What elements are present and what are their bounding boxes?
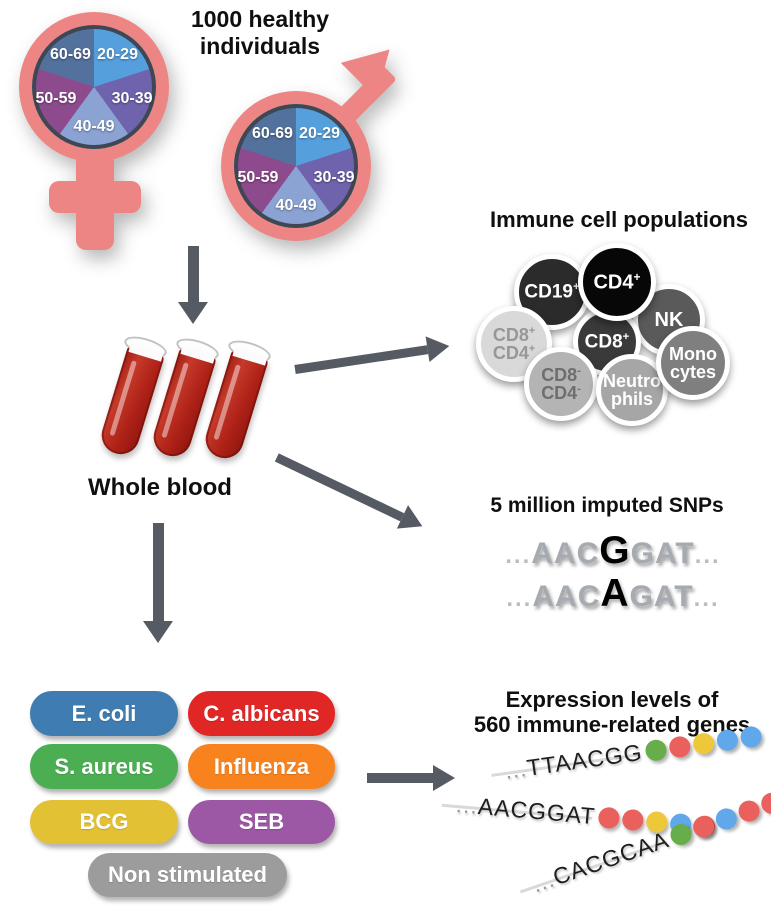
stimulus-label: C. albicans: [203, 700, 320, 726]
expression-dot-red: [621, 808, 645, 832]
arrow-shaft: [187, 246, 199, 302]
snp-variant-base: A: [600, 572, 630, 615]
arrow-head: [425, 333, 452, 363]
arrow-head: [396, 505, 428, 539]
gene-sequence-text: ...AACGGAT: [454, 791, 597, 830]
gene-sequence-text: ...CACGCAA: [528, 826, 673, 898]
age-label-40-49: 40-49: [275, 197, 317, 214]
stimulus-label: BCG: [79, 809, 129, 834]
cell-label: CD8+: [584, 331, 630, 353]
expression-dot-green: [643, 738, 668, 763]
snp-ellipsis: ...: [694, 542, 721, 569]
expression-dot-green: [667, 821, 695, 848]
stimulus-label: SEB: [238, 809, 285, 834]
cell-circle-cd4: CD4+: [578, 243, 656, 321]
snp-bases-after: GAT: [630, 537, 695, 570]
cell-label: CD4+: [593, 269, 641, 294]
tube-neck: [232, 347, 268, 366]
stimulus-pill-non-stimulated: Non stimulated: [88, 853, 287, 897]
stimulus-label: S. aureus: [54, 753, 154, 779]
snp-ellipsis: ...: [693, 585, 720, 612]
cell-label: phils: [610, 389, 653, 409]
female-age-pie: 20-29 30-39 40-49 50-59 60-69: [32, 25, 156, 149]
age-label-30-39: 30-39: [111, 90, 153, 108]
snp-sequence-row-1: ...AACGGAT...: [468, 529, 758, 572]
expression-dot-red: [735, 797, 763, 825]
age-label-60-69: 60-69: [252, 124, 293, 142]
female-symbol-crossbar: [49, 181, 141, 213]
age-label-50-59: 50-59: [237, 169, 279, 187]
snp-bases-before: AAC: [531, 537, 600, 570]
cell-label: CD19+: [524, 281, 580, 303]
stimulus-label: E. coli: [71, 700, 137, 726]
arrow-shaft: [367, 773, 433, 783]
arrow-blood-to-snps: [271, 445, 428, 539]
snp-variant-base: G: [599, 529, 631, 572]
arrow-shaft: [152, 523, 164, 621]
expression-title-line1: Expression levels of: [505, 687, 719, 712]
arrow-head: [178, 302, 208, 324]
expression-dot-red: [690, 813, 717, 841]
tube-neck: [128, 343, 164, 362]
expression-dot-red: [597, 806, 621, 830]
arrow-blood-to-cells: [293, 333, 452, 382]
stimulus-pill-seb: SEB: [188, 800, 335, 844]
age-label-50-59: 50-59: [35, 90, 77, 108]
age-label-30-39: 30-39: [313, 169, 355, 187]
cell-label: Neutro: [603, 370, 661, 391]
cell-label: Mono: [669, 343, 717, 364]
cell-label: CD8+: [492, 324, 536, 345]
expression-dot-yellow: [691, 731, 716, 756]
arrow-head: [433, 765, 455, 791]
cell-label: cytes: [669, 362, 717, 382]
whole-blood-label: Whole blood: [88, 474, 232, 501]
arrow-shaft: [275, 452, 405, 521]
age-label-60-69: 60-69: [50, 45, 91, 63]
snp-sequence-row-2: ...AACAGAT...: [468, 572, 758, 615]
arrow-stimuli-to-expression: [367, 765, 455, 791]
expression-dot-red: [758, 789, 771, 817]
snp-bases-after: GAT: [629, 580, 694, 613]
cell-label: CD4+: [492, 343, 536, 363]
snp-bases-before: AAC: [532, 580, 601, 613]
cell-label: CD4-: [541, 383, 581, 403]
male-age-pie: 20-29 30-39 40-49 50-59 60-69: [234, 104, 358, 228]
expression-dot-blue: [712, 805, 740, 833]
expression-dot-blue: [715, 728, 739, 753]
cell-label: CD8-: [541, 364, 581, 385]
cohort-title: 1000 healthy individuals: [190, 6, 330, 59]
immune-cells-title: Immune cell populations: [490, 207, 748, 232]
expression-dot-red: [667, 735, 692, 759]
female-symbol-stem: [76, 150, 114, 250]
snp-ellipsis: ...: [506, 585, 533, 612]
stimulus-pill-c-albicans: C. albicans: [188, 691, 335, 736]
snp-ellipsis: ...: [505, 542, 532, 569]
snps-title: 5 million imputed SNPs: [490, 494, 724, 517]
arrow-head: [143, 621, 173, 643]
stimulus-pill-s-aureus: S. aureus: [30, 744, 178, 789]
age-label-40-49: 40-49: [73, 118, 115, 135]
stimulus-label: Non stimulated: [108, 862, 267, 887]
stimulus-pill-e-coli: E. coli: [30, 691, 178, 736]
gene-sequence-text: ...TTAACGG: [503, 738, 645, 784]
stimulus-pill-bcg: BCG: [30, 800, 178, 844]
arrow-blood-to-stimuli: [143, 523, 173, 643]
stimulus-label: Influenza: [213, 753, 310, 779]
cell-label: NK: [654, 308, 684, 331]
male-symbol-arrow-shaft: [333, 65, 397, 129]
tube-neck: [180, 345, 216, 364]
age-label-20-29: 20-29: [299, 124, 340, 142]
expression-title: Expression levels of 560 immune-related …: [452, 687, 771, 737]
cell-circle-neutrophils: Neutro phils: [596, 354, 668, 426]
cell-circle-cd8neg-cd4neg: CD8- CD4-: [524, 347, 598, 421]
snp-sequences: ...AACGGAT... ...AACAGAT...: [468, 529, 758, 615]
stimulus-pill-influenza: Influenza: [188, 744, 335, 789]
cell-circle-monocytes: Mono cytes: [656, 326, 730, 400]
arrow-cohort-to-blood: [178, 246, 208, 324]
expression-dot-blue: [738, 725, 763, 749]
arrow-shaft: [294, 344, 429, 374]
age-label-20-29: 20-29: [97, 45, 138, 63]
